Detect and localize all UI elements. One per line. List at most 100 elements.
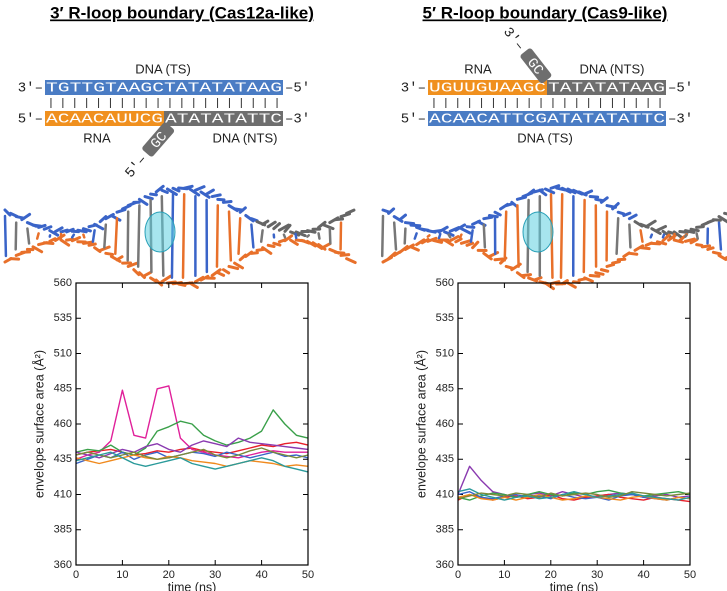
molecule-stick — [482, 251, 493, 261]
plot-frame — [457, 282, 691, 566]
molecule-stick — [458, 233, 463, 239]
molecule-stick — [82, 233, 86, 239]
molecule-stick — [3, 208, 12, 217]
y-tick-label: 485 — [54, 383, 72, 395]
y-tick-label: 535 — [436, 312, 454, 324]
molecule-stick — [227, 264, 240, 271]
molecule-stick — [415, 238, 426, 247]
molecule-stick — [611, 202, 620, 211]
series-line — [75, 451, 309, 473]
molecule-stick — [594, 197, 604, 203]
molecule-stick — [538, 188, 548, 197]
molecule-stick — [566, 281, 577, 289]
molecule-stick — [126, 210, 130, 262]
strand-end: 3′– — [499, 25, 527, 55]
molecule-stick — [266, 220, 277, 229]
molecule-stick — [154, 184, 165, 194]
sequence: ACAACAUUCG — [46, 112, 163, 128]
molecule-stick — [317, 232, 321, 240]
sequence: ACAACATTCGATATATATTC — [429, 112, 665, 128]
molecule-structures — [3, 184, 727, 291]
molecule-stick — [193, 185, 206, 192]
y-tick-label: 460 — [436, 418, 454, 430]
chart: 360 385 410 435 460 485 510 535 560 0 10 20 30 40 50 ti… — [413, 277, 696, 591]
molecule-stick — [305, 229, 317, 234]
y-tick-label: 410 — [54, 488, 72, 500]
molecule-stick — [221, 268, 231, 275]
molecule-stick — [272, 241, 282, 247]
molecule-stick — [317, 243, 327, 251]
molecule-stick — [42, 225, 53, 231]
molecule-stick — [20, 212, 32, 222]
y-tick-label: 560 — [436, 277, 454, 289]
molecule-stick — [255, 247, 266, 252]
molecule-stick — [504, 264, 514, 270]
y-tick-label: 435 — [436, 453, 454, 465]
molecule-stick — [616, 210, 626, 216]
molecule-stick — [471, 240, 480, 250]
x-tick-label: 30 — [209, 569, 221, 581]
molecule-stick — [409, 245, 420, 252]
strand-end: –3′ — [668, 112, 693, 128]
molecule-stick — [437, 225, 449, 234]
strand-end: –5′ — [285, 81, 310, 97]
strand-end: 3′– — [401, 81, 426, 97]
strand-label: DNA (TS) — [135, 61, 191, 76]
plot-frame — [75, 282, 309, 566]
molecule-stick — [35, 232, 40, 240]
molecule-stick — [387, 207, 396, 215]
molecule-stick — [9, 257, 21, 261]
panel-title: 3′ R-loop boundary (Cas12a-like) — [50, 3, 314, 22]
molecule-stick — [493, 257, 505, 262]
strand-label: DNA (TS) — [517, 130, 573, 145]
molecule-stick — [465, 241, 475, 247]
molecule-stick — [91, 229, 96, 243]
molecule-stick — [532, 276, 543, 282]
molecule-stick — [136, 204, 141, 268]
molecule-stick — [627, 213, 638, 221]
molecule-stick — [81, 227, 92, 233]
molecule-stick — [622, 211, 632, 218]
molecule-stick — [482, 215, 494, 221]
molecule-stick — [59, 238, 71, 247]
molecule-stick — [448, 235, 460, 243]
strand-box — [428, 80, 547, 95]
x-tick-label: 40 — [255, 569, 267, 581]
molecule-stick — [149, 192, 158, 197]
series-line — [75, 441, 309, 456]
series-line — [75, 454, 309, 467]
molecule-stick — [81, 240, 94, 245]
molecule-stick — [683, 229, 696, 234]
strand-end: 5′– — [122, 152, 151, 182]
molecule-stick — [711, 250, 722, 256]
molecule-stick — [199, 190, 211, 199]
molecule-stick — [527, 188, 536, 196]
molecule-stick — [543, 281, 555, 291]
y-tick-label: 535 — [54, 312, 72, 324]
molecule-stick — [221, 200, 233, 204]
molecule-stick — [487, 214, 499, 219]
molecule-stick — [98, 215, 108, 224]
molecule-stick — [70, 236, 82, 243]
molecule-stick — [465, 225, 476, 229]
molecule-stick — [627, 251, 639, 256]
molecule-stick — [689, 238, 699, 245]
molecule-stick — [706, 246, 715, 251]
molecule-stick — [238, 206, 247, 214]
molecule-stick — [582, 198, 586, 274]
molecule-stick — [294, 232, 298, 240]
binding-pocket — [522, 211, 554, 253]
y-tick-label: 510 — [54, 347, 72, 359]
x-axis-label: time (ns) — [550, 580, 599, 591]
series-line — [457, 491, 691, 500]
series-line — [75, 437, 309, 459]
molecule-stick — [261, 246, 273, 255]
molecule-stick — [482, 223, 487, 249]
y-tick-label: 485 — [436, 383, 454, 395]
molecule-stick — [283, 234, 294, 243]
sequence: ATATATATTC — [165, 112, 282, 128]
molecule-stick — [345, 257, 357, 265]
molecule-stick — [650, 227, 662, 235]
molecule-stick — [684, 234, 688, 238]
molecule-stick — [48, 237, 57, 243]
